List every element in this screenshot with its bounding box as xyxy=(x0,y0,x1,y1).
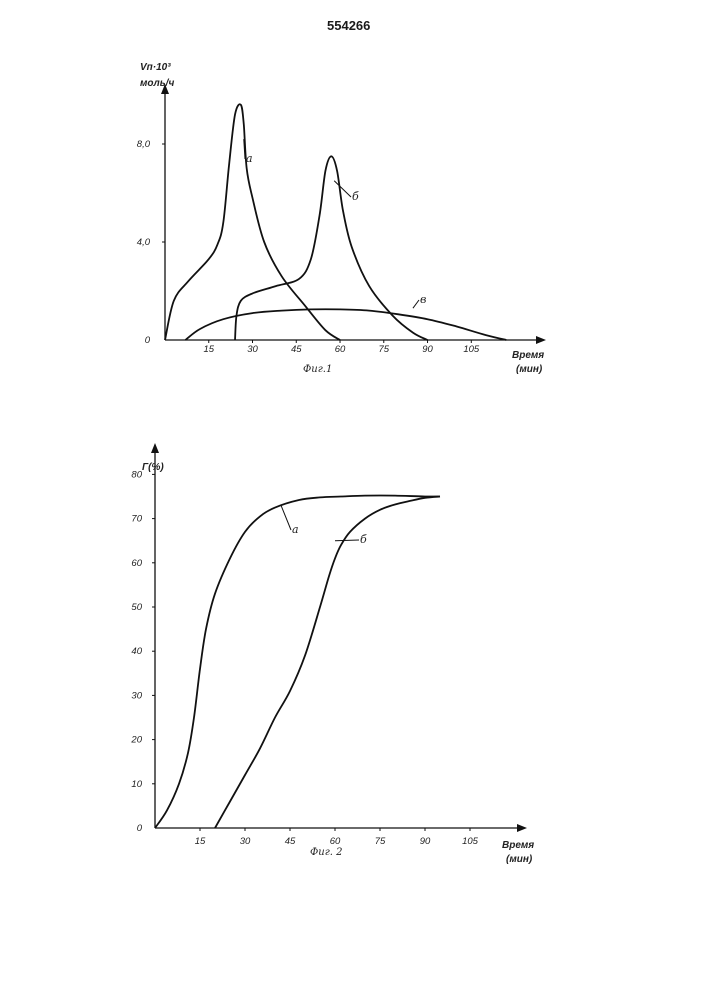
fig2-x-axis-units: (мин) xyxy=(506,854,533,865)
fig1-series-3-leader xyxy=(413,300,419,308)
fig1-caption: Фиг.1 xyxy=(303,364,332,375)
fig2-x-axis-label: Время xyxy=(502,840,534,851)
fig1-x-tick-label: 15 xyxy=(203,344,214,355)
fig2-series-1-label: а xyxy=(292,523,299,536)
fig2-x-axis-arrow xyxy=(517,824,527,832)
fig1-y-tick-label: 4,0 xyxy=(137,237,151,248)
fig2-x-tick-label: 45 xyxy=(285,836,296,847)
fig1-x-tick-label: 45 xyxy=(291,344,302,355)
fig2-x-tick-label: 15 xyxy=(195,836,206,847)
fig2-y-tick-label: 0 xyxy=(137,823,143,834)
fig2-y-tick-label: 30 xyxy=(131,690,142,701)
fig1-series-2-label: б xyxy=(352,190,359,203)
fig2-y-axis-label: Г(%) xyxy=(142,462,164,473)
fig2-x-tick-label: 90 xyxy=(420,836,431,847)
fig1-x-axis-units: (мин) xyxy=(516,364,543,375)
fig1-series-3-line xyxy=(185,309,506,340)
fig2-x-tick-label: 105 xyxy=(462,836,479,847)
fig2-series-2-label: б xyxy=(360,533,367,546)
fig2-x-tick-label: 75 xyxy=(375,836,386,847)
fig2-y-tick-label: 50 xyxy=(131,602,142,613)
fig1-x-tick-label: 90 xyxy=(422,344,433,355)
fig1-x-tick-label: 105 xyxy=(463,344,480,355)
fig1-x-tick-label: 30 xyxy=(247,344,258,355)
fig1-series-2-leader xyxy=(334,181,351,197)
fig2-y-tick-label: 20 xyxy=(130,735,142,746)
fig1-y-axis-label: Vп·10³ xyxy=(140,62,171,73)
fig1-series-3-label: в xyxy=(420,293,426,306)
fig1-y-axis-units: моль/ч xyxy=(140,78,174,89)
fig2-y-tick-label: 80 xyxy=(131,469,142,480)
fig1-x-axis-label: Время xyxy=(512,350,544,361)
fig1-x-axis-arrow xyxy=(536,336,546,344)
fig2-series-2-line xyxy=(215,497,440,829)
fig2-y-axis-arrow xyxy=(151,443,159,453)
fig1-series-1-label: а xyxy=(246,152,253,165)
fig2-y-tick-label: 10 xyxy=(131,779,142,790)
fig2-series-2-leader xyxy=(335,540,359,541)
fig1-y-tick-label: 8,0 xyxy=(137,139,151,150)
fig1-x-tick-label: 60 xyxy=(335,344,346,355)
fig2-series-1-line xyxy=(155,496,440,828)
fig1-y-tick-label: 0 xyxy=(145,335,151,346)
fig2-y-tick-label: 70 xyxy=(131,514,142,525)
fig2-x-tick-label: 60 xyxy=(330,836,341,847)
fig2-y-tick-label: 40 xyxy=(131,646,142,657)
figure-1-chart: Vп·10³ моль/ч Время (мин) Фиг.1 15 30 45 60… xyxy=(137,62,546,375)
figure-2-chart: Г(%) Время (мин) Фиг. 2 1530456075901050… xyxy=(130,443,534,865)
fig2-caption: Фиг. 2 xyxy=(310,847,343,858)
fig2-series-1-leader xyxy=(281,505,291,530)
fig2-x-tick-label: 30 xyxy=(240,836,251,847)
fig1-series-1-line xyxy=(165,104,340,340)
fig2-y-tick-label: 60 xyxy=(131,558,142,569)
fig1-x-tick-label: 75 xyxy=(378,344,389,355)
